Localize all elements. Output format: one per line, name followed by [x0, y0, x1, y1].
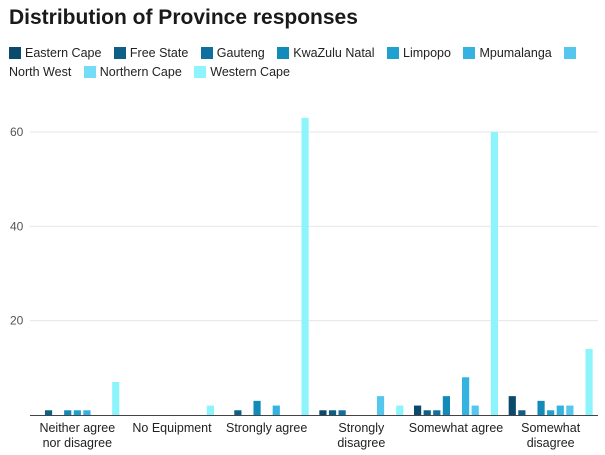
legend-label: Western Cape [210, 65, 290, 79]
bar [328, 410, 337, 415]
legend-swatch [564, 47, 577, 59]
bar [462, 377, 470, 415]
bar [442, 396, 450, 415]
legend-swatch [83, 66, 96, 78]
bar [338, 410, 346, 415]
legend-label: KwaZulu Natal [293, 46, 375, 60]
x-tick-label: Strongly disagree [337, 421, 385, 450]
legend-label: Free State [129, 46, 189, 60]
legend-swatch [194, 66, 207, 78]
legend-swatch [200, 47, 213, 59]
legend-label: North West [9, 65, 72, 79]
legend-swatch [113, 47, 126, 59]
bar [547, 410, 555, 415]
chart-legend: Eastern Cape Free State Gauteng KwaZulu … [9, 44, 594, 82]
x-tick-label: Somewhat disagree [521, 421, 581, 450]
legend-swatch [277, 47, 290, 59]
x-tick-label: Somewhat agree [409, 421, 504, 435]
legend-item: KwaZulu Natal [277, 46, 375, 60]
bar [556, 405, 564, 415]
bar [396, 405, 404, 415]
chart-title: Distribution of Province responses [9, 6, 358, 29]
bar [537, 400, 545, 415]
legend-label: Mpumalanga [479, 46, 552, 60]
legend-label: Limpopo [403, 46, 451, 60]
bar [319, 410, 327, 415]
legend-item: Gauteng [200, 46, 265, 60]
bar [44, 410, 53, 415]
bar [414, 405, 422, 415]
bar [566, 405, 574, 415]
legend-swatch [463, 47, 476, 59]
legend-item: Mpumalanga [463, 46, 552, 60]
bar [272, 405, 280, 415]
legend-label: Gauteng [216, 46, 265, 60]
legend-item: Limpopo [387, 46, 451, 60]
y-tick-label: 20 [10, 314, 24, 328]
bar [376, 396, 385, 415]
legend-item: Eastern Cape [9, 46, 101, 60]
legend-swatch [387, 47, 400, 59]
bar [518, 410, 526, 415]
x-tick-label: Neither agree nor disagree [39, 421, 115, 450]
bar [301, 117, 309, 415]
bar [508, 396, 516, 415]
bar [253, 400, 261, 415]
legend-item: North West [9, 46, 580, 79]
legend-label: Northern Cape [99, 65, 182, 79]
legend-item: Western Cape [194, 65, 290, 79]
bar [471, 405, 479, 415]
x-tick-label: Strongly agree [226, 421, 307, 435]
bar [490, 132, 498, 415]
bar [83, 410, 91, 415]
y-tick-label: 60 [10, 125, 24, 139]
bar [112, 381, 120, 415]
bar [433, 410, 441, 415]
legend-item: Free State [113, 46, 189, 60]
bar [423, 410, 431, 415]
bar [206, 405, 214, 415]
bar [73, 410, 81, 415]
bar [64, 410, 72, 415]
legend-swatch [9, 47, 21, 59]
legend-item: Northern Cape [83, 65, 182, 79]
x-tick-label: No Equipment [132, 421, 212, 435]
bar [585, 348, 593, 415]
bar [234, 410, 242, 415]
y-tick-label: 40 [10, 219, 24, 233]
legend-label: Eastern Cape [25, 46, 102, 60]
